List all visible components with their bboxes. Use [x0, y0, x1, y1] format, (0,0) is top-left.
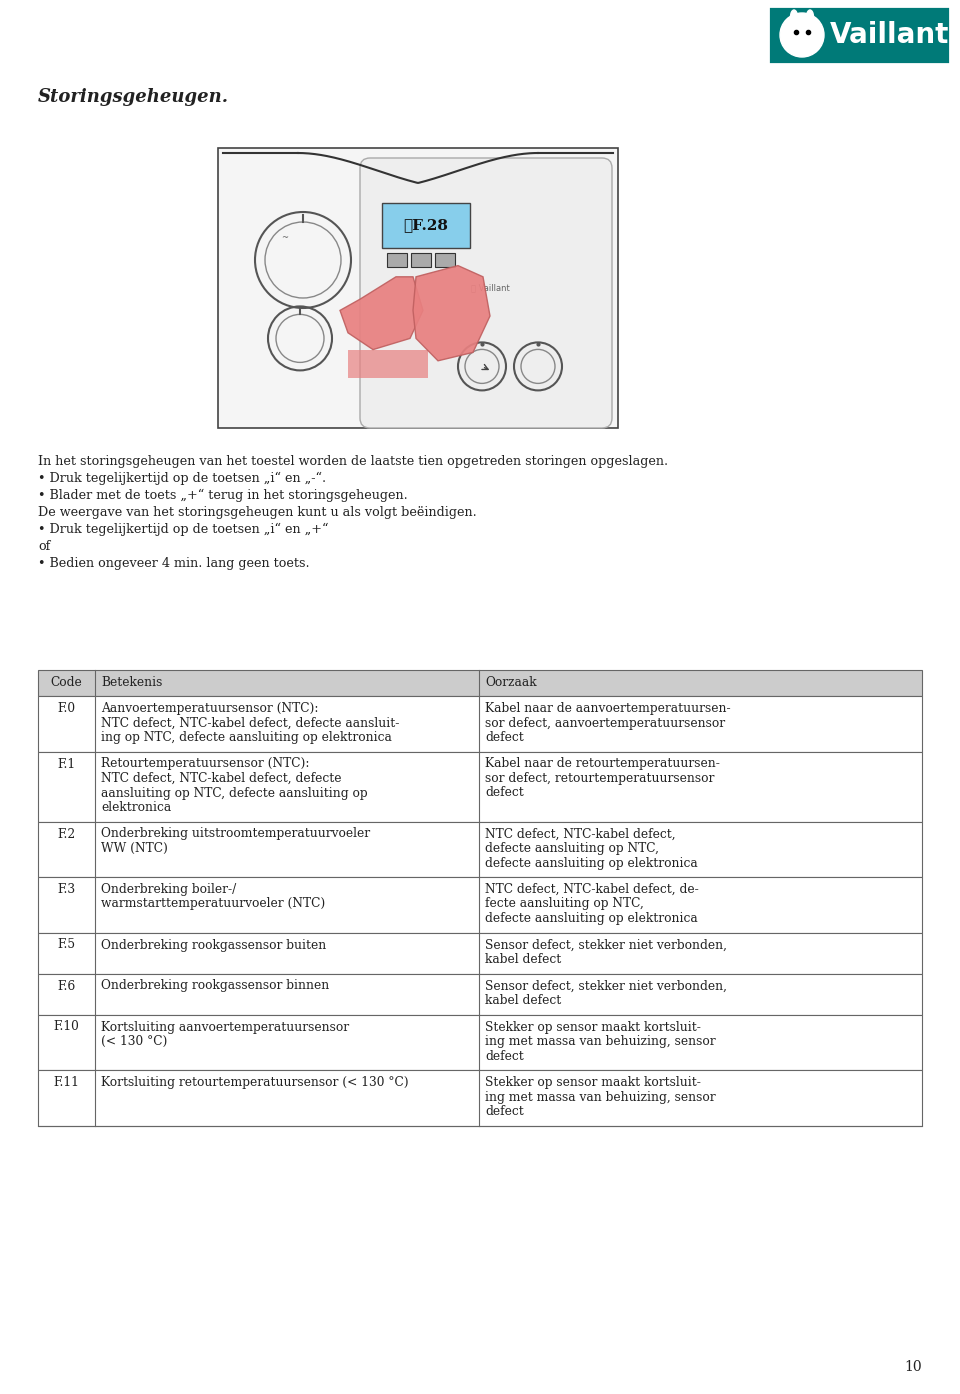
Text: ing met massa van behuizing, sensor: ing met massa van behuizing, sensor	[485, 1090, 715, 1104]
Bar	[348, 350, 428, 378]
Text: (< 130 °C): (< 130 °C)	[101, 1034, 167, 1048]
Text: • Druk tegelijkertijd op de toetsen „i“ en „-“.: • Druk tegelijkertijd op de toetsen „i“ …	[38, 473, 326, 485]
Text: fecte aansluiting op NTC,: fecte aansluiting op NTC,	[485, 898, 644, 910]
Text: kabel defect: kabel defect	[485, 994, 562, 1006]
Text: ~: ~	[281, 233, 288, 243]
Ellipse shape	[790, 10, 798, 24]
Text: Onderbreking uitstroomtemperatuurvoeler: Onderbreking uitstroomtemperatuurvoeler	[101, 828, 371, 841]
Text: F.10: F.10	[54, 1020, 80, 1033]
Text: Kabel naar de aanvoertemperatuursen-: Kabel naar de aanvoertemperatuursen-	[485, 703, 731, 715]
Text: Betekenis: Betekenis	[101, 676, 162, 690]
Ellipse shape	[806, 10, 813, 24]
Text: defecte aansluiting op elektronica: defecte aansluiting op elektronica	[485, 856, 698, 870]
Text: Storingsgeheugen.: Storingsgeheugen.	[38, 88, 229, 106]
Text: sor defect, aanvoertemperatuursensor: sor defect, aanvoertemperatuursensor	[485, 717, 725, 729]
Text: Onderbreking rookgassensor buiten: Onderbreking rookgassensor buiten	[101, 938, 326, 952]
Text: sor defect, retourtemperatuursensor: sor defect, retourtemperatuursensor	[485, 772, 714, 785]
Text: Kabel naar de retourtemperatuursen-: Kabel naar de retourtemperatuursen-	[485, 757, 720, 771]
Text: ing met massa van behuizing, sensor: ing met massa van behuizing, sensor	[485, 1034, 715, 1048]
Text: defecte aansluiting op elektronica: defecte aansluiting op elektronica	[485, 912, 698, 926]
Text: Vaillant: Vaillant	[830, 21, 949, 49]
Text: NTC defect, NTC-kabel defect, defecte: NTC defect, NTC-kabel defect, defecte	[101, 772, 342, 785]
Text: Stekker op sensor maakt kortsluit-: Stekker op sensor maakt kortsluit-	[485, 1020, 701, 1033]
Text: F.11: F.11	[54, 1076, 80, 1089]
Circle shape	[780, 13, 824, 57]
Text: Kortsluiting retourtemperatuursensor (< 130 °C): Kortsluiting retourtemperatuursensor (< …	[101, 1076, 409, 1089]
Text: Kortsluiting aanvoertemperatuursensor: Kortsluiting aanvoertemperatuursensor	[101, 1020, 349, 1033]
Text: • Druk tegelijkertijd op de toetsen „i“ en „+“: • Druk tegelijkertijd op de toetsen „i“ …	[38, 523, 328, 537]
Text: ing op NTC, defecte aansluiting op elektronica: ing op NTC, defecte aansluiting op elekt…	[101, 730, 392, 744]
Text: Code: Code	[51, 676, 83, 690]
Text: defecte aansluiting op NTC,: defecte aansluiting op NTC,	[485, 842, 659, 855]
Text: 10: 10	[904, 1361, 922, 1374]
FancyBboxPatch shape	[360, 158, 612, 428]
Bar	[38, 671, 922, 696]
Bar	[38, 751, 922, 821]
Text: WW (NTC): WW (NTC)	[101, 842, 168, 855]
Text: Stekker op sensor maakt kortsluit-: Stekker op sensor maakt kortsluit-	[485, 1076, 701, 1089]
Text: aansluiting op NTC, defecte aansluiting op: aansluiting op NTC, defecte aansluiting …	[101, 786, 368, 800]
Text: De weergave van het storingsgeheugen kunt u als volgt beëindigen.: De weergave van het storingsgeheugen kun…	[38, 506, 477, 519]
Bar	[38, 877, 922, 933]
Text: NTC defect, NTC-kabel defect, defecte aansluit-: NTC defect, NTC-kabel defect, defecte aa…	[101, 717, 399, 729]
Text: F.6: F.6	[58, 980, 76, 993]
Text: Onderbreking boiler-/: Onderbreking boiler-/	[101, 882, 236, 896]
Text: ✗F.28: ✗F.28	[403, 219, 448, 233]
Text: Sensor defect, stekker niet verbonden,: Sensor defect, stekker niet verbonden,	[485, 980, 727, 993]
Bar	[38, 821, 922, 877]
Text: of: of	[38, 539, 50, 553]
Text: Sensor defect, stekker niet verbonden,: Sensor defect, stekker niet verbonden,	[485, 938, 727, 952]
Bar	[38, 933, 922, 973]
Bar	[768, 6, 950, 64]
Polygon shape	[413, 266, 490, 361]
Bar	[411, 252, 431, 268]
Text: Onderbreking rookgassensor binnen: Onderbreking rookgassensor binnen	[101, 980, 329, 993]
Text: kabel defect: kabel defect	[485, 953, 562, 966]
Text: warmstarttemperatuurvoeler (NTC): warmstarttemperatuurvoeler (NTC)	[101, 898, 325, 910]
Text: F.5: F.5	[58, 938, 76, 952]
Polygon shape	[340, 277, 423, 350]
Bar	[435, 252, 455, 268]
Text: defect: defect	[485, 786, 524, 800]
Text: Aanvoertemperatuursensor (NTC):: Aanvoertemperatuursensor (NTC):	[101, 703, 319, 715]
Bar	[38, 1015, 922, 1071]
Bar	[38, 973, 922, 1015]
Text: F.0: F.0	[58, 703, 76, 715]
Text: defect: defect	[485, 1050, 524, 1062]
Text: F.3: F.3	[58, 882, 76, 896]
Text: elektronica: elektronica	[101, 802, 171, 814]
Text: defect: defect	[485, 730, 524, 744]
Text: NTC defect, NTC-kabel defect, de-: NTC defect, NTC-kabel defect, de-	[485, 882, 699, 896]
Text: defect: defect	[485, 1105, 524, 1118]
Bar	[38, 1071, 922, 1125]
Text: In het storingsgeheugen van het toestel worden de laatste tien opgetreden storin: In het storingsgeheugen van het toestel …	[38, 454, 668, 468]
Text: F.1: F.1	[58, 757, 76, 771]
Bar	[382, 204, 470, 248]
Text: Ⓥ Vaillant: Ⓥ Vaillant	[470, 283, 510, 293]
Bar	[387, 252, 407, 268]
Text: Oorzaak: Oorzaak	[485, 676, 537, 690]
Text: NTC defect, NTC-kabel defect,: NTC defect, NTC-kabel defect,	[485, 828, 676, 841]
Text: • Blader met de toets „+“ terug in het storingsgeheugen.: • Blader met de toets „+“ terug in het s…	[38, 489, 408, 502]
Text: F.2: F.2	[58, 828, 76, 841]
Bar	[218, 148, 618, 428]
Text: • Bedien ongeveer 4 min. lang geen toets.: • Bedien ongeveer 4 min. lang geen toets…	[38, 558, 310, 570]
Bar	[38, 696, 922, 751]
Text: Retourtemperatuursensor (NTC):: Retourtemperatuursensor (NTC):	[101, 757, 309, 771]
